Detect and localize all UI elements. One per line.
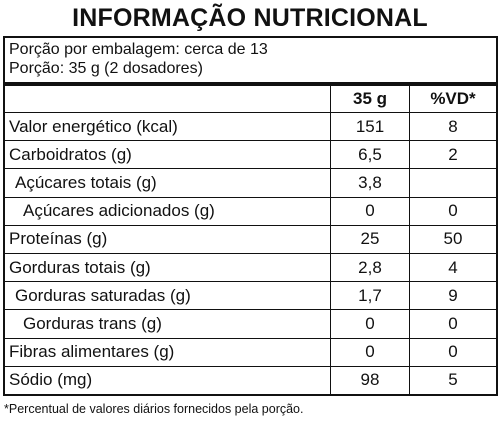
amount: 0 <box>330 337 410 367</box>
header-cell: 35 g <box>330 86 410 113</box>
nutrient-name: Açúcares totais (g) <box>5 168 331 198</box>
daily-value: 9 <box>409 281 496 310</box>
nutrient-row: Carboidratos (g) 6,5 2 <box>5 140 496 169</box>
amount: 0 <box>330 196 410 226</box>
per-package: Porção por embalagem: cerca de 13 <box>9 41 268 58</box>
nutrient-name: Valor energético (kcal) <box>5 111 331 141</box>
nutrient-row: Gorduras trans (g) 0 0 <box>5 309 496 338</box>
nutrient-name: Proteínas (g) <box>5 224 331 254</box>
daily-value: 2 <box>409 140 496 169</box>
daily-value: 5 <box>409 365 496 394</box>
nutrient-name: Fibras alimentares (g) <box>5 337 331 367</box>
nutrient-name: Sódio (mg) <box>5 365 331 394</box>
daily-value: 0 <box>409 196 496 226</box>
daily-value: 8 <box>409 111 496 141</box>
nutrient-row: Fibras alimentares (g) 0 0 <box>5 337 496 367</box>
footnote: *Percentual de valores diários fornecido… <box>4 402 304 416</box>
amount: 151 <box>330 111 410 141</box>
amount: 1,7 <box>330 281 410 310</box>
amount: 3,8 <box>330 168 410 198</box>
nutrient-name: Gorduras trans (g) <box>5 309 331 338</box>
nutrient-name: Gorduras saturadas (g) <box>5 281 331 310</box>
nutrient-name: Carboidratos (g) <box>5 140 331 169</box>
header-cell: %VD* <box>409 86 496 113</box>
nutrient-row: Açúcares adicionados (g) 0 0 <box>5 196 496 226</box>
nutrient-name: Gorduras totais (g) <box>5 252 331 282</box>
nutrient-row: Açúcares totais (g) 3,8 <box>5 168 496 198</box>
header-cell <box>5 86 331 113</box>
header-row: 35 g %VD* <box>5 86 496 113</box>
amount: 6,5 <box>330 140 410 169</box>
daily-value <box>409 168 496 198</box>
serving-info: Porção por embalagem: cerca de 13 Porção… <box>5 38 496 86</box>
daily-value: 0 <box>409 337 496 367</box>
label-box: Porção por embalagem: cerca de 13 Porção… <box>3 36 498 396</box>
nutrient-row: Proteínas (g) 25 50 <box>5 224 496 254</box>
table-body: 35 g %VD* Valor energético (kcal) 151 8 Car… <box>5 86 496 394</box>
nutrition-table: 35 g %VD* Valor energético (kcal) 151 8 Car… <box>5 86 496 394</box>
daily-value: 50 <box>409 224 496 254</box>
daily-value: 4 <box>409 252 496 282</box>
nutrient-name: Açúcares adicionados (g) <box>5 196 331 226</box>
amount: 25 <box>330 224 410 254</box>
nutrient-row: Gorduras saturadas (g) 1,7 9 <box>5 281 496 310</box>
daily-value: 0 <box>409 309 496 338</box>
amount: 0 <box>330 309 410 338</box>
nutrient-row: Gorduras totais (g) 2,8 4 <box>5 252 496 282</box>
portion: Porção: 35 g (2 dosadores) <box>9 60 203 77</box>
amount: 2,8 <box>330 252 410 282</box>
nutrient-row: Sódio (mg) 98 5 <box>5 365 496 394</box>
amount: 98 <box>330 365 410 394</box>
nutrient-row: Valor energético (kcal) 151 8 <box>5 111 496 141</box>
title: INFORMAÇÃO NUTRICIONAL <box>72 4 428 32</box>
